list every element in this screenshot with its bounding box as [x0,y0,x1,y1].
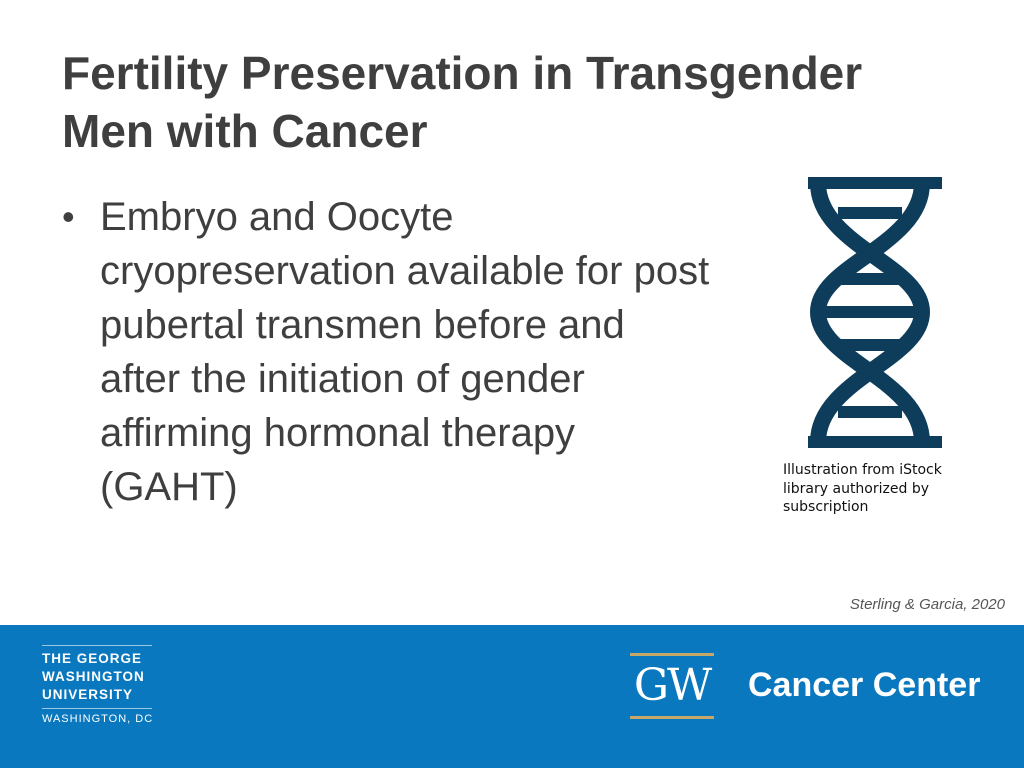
citation: Sterling & Garcia, 2020 [849,596,1005,613]
slide-title: Fertility Preservation in Transgender Me… [62,47,863,157]
image-caption: Illustration from iStock library authori… [783,462,942,515]
location: WASHINGTON, DC [42,713,154,725]
logo-line: WASHINGTON [42,669,145,684]
center-name: Cancer Center [748,666,981,704]
bullet: Embryo and Oocyte cryopreservation avail… [62,190,712,514]
university-logo: THE GEORGE WASHINGTON UNIVERSITY [42,645,152,709]
logo-line: THE GEORGE [42,651,143,666]
logo-line: UNIVERSITY [42,687,134,702]
bullet-list: Embryo and Oocyte cryopreservation avail… [62,190,712,514]
gw-mark: GW [630,653,714,719]
footer-band: THE GEORGE WASHINGTON UNIVERSITY WASHING… [0,625,1024,768]
dna-illustration [808,177,942,448]
